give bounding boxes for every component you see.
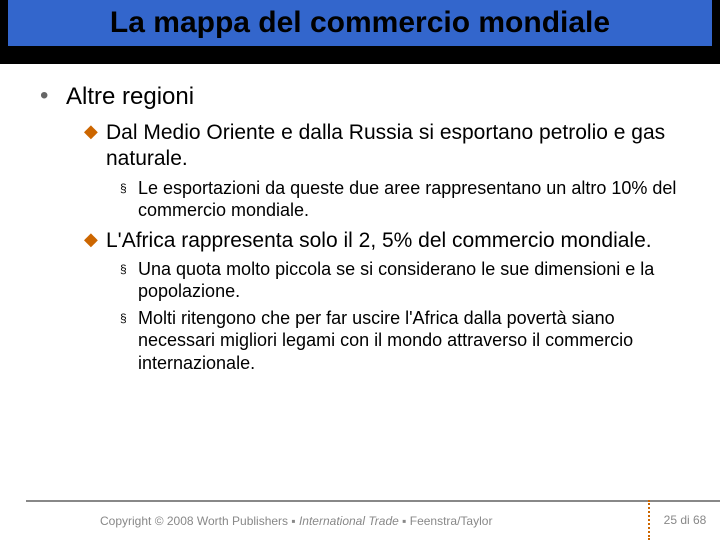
title-bar: La mappa del commercio mondiale xyxy=(0,0,720,64)
bullet-text: L'Africa rappresenta solo il 2, 5% del c… xyxy=(106,228,652,254)
title-underbar xyxy=(0,46,720,64)
page-number: 25 di 68 xyxy=(664,513,707,527)
bullet-text: Altre regioni xyxy=(66,82,194,112)
bullet-level2: ◆ L'Africa rappresenta solo il 2, 5% del… xyxy=(84,228,680,254)
section-icon: § xyxy=(120,177,138,222)
slide-title: La mappa del commercio mondiale xyxy=(8,6,712,40)
slide: La mappa del commercio mondiale • Altre … xyxy=(0,0,720,540)
title-background: La mappa del commercio mondiale xyxy=(8,0,712,46)
footer-divider xyxy=(26,500,720,502)
section-icon: § xyxy=(120,307,138,375)
slide-footer: Copyright © 2008 Worth Publishers ▪ Inte… xyxy=(0,500,720,540)
copyright-suffix: ▪ Feenstra/Taylor xyxy=(399,514,493,528)
diamond-icon: ◆ xyxy=(84,120,106,173)
section-icon: § xyxy=(120,258,138,303)
bullet-text: Dal Medio Oriente e dalla Russia si espo… xyxy=(106,120,680,173)
bullet-level3: § Le esportazioni da queste due aree rap… xyxy=(120,177,680,222)
copyright-text: Copyright © 2008 Worth Publishers ▪ Inte… xyxy=(100,514,492,528)
slide-content: • Altre regioni ◆ Dal Medio Oriente e da… xyxy=(0,64,720,540)
page-number-cell: 25 di 68 xyxy=(648,500,720,540)
bullet-icon: • xyxy=(40,82,66,112)
bullet-level3: § Molti ritengono che per far uscire l'A… xyxy=(120,307,680,375)
bullet-text: Le esportazioni da queste due aree rappr… xyxy=(138,177,680,222)
bullet-level2: ◆ Dal Medio Oriente e dalla Russia si es… xyxy=(84,120,680,173)
bullet-text: Molti ritengono che per far uscire l'Afr… xyxy=(138,307,680,375)
bullet-level1: • Altre regioni xyxy=(40,82,680,112)
bullet-level3: § Una quota molto piccola se si consider… xyxy=(120,258,680,303)
diamond-icon: ◆ xyxy=(84,228,106,254)
bullet-text: Una quota molto piccola se si consideran… xyxy=(138,258,680,303)
copyright-prefix: Copyright © 2008 Worth Publishers ▪ xyxy=(100,514,299,528)
copyright-title: International Trade xyxy=(299,514,399,528)
